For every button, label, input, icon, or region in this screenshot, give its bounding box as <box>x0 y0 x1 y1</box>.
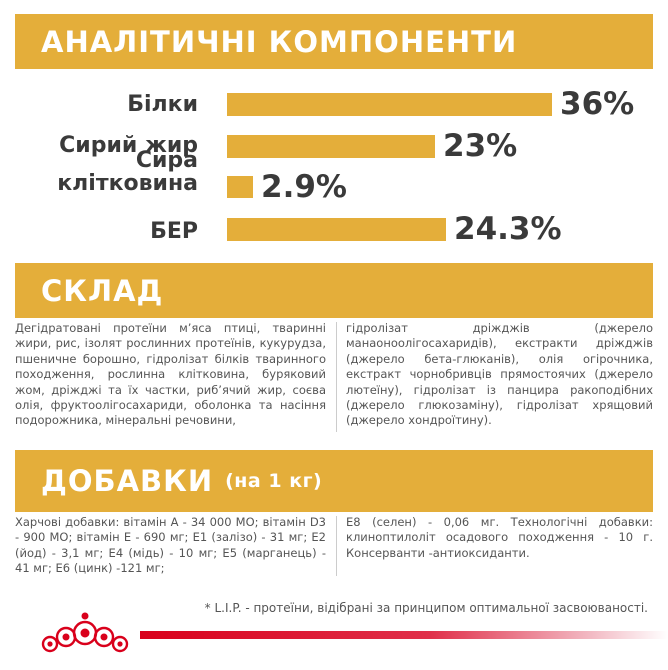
nutrient-label: Сира клітковина <box>57 149 198 195</box>
nutrient-label-line1: БЕР <box>150 219 198 244</box>
nutrient-value: 2.9% <box>261 169 347 205</box>
analytic-components-banner: АНАЛІТИЧНІ КОМПОНЕНТИ <box>15 14 653 69</box>
nutrient-label: Білки <box>127 93 198 116</box>
nutrient-bar <box>227 176 253 198</box>
nutrient-label-line1: Сирий жир <box>59 133 198 158</box>
additives-banner: ДОБАВКИ (на 1 кг) <box>15 450 653 512</box>
composition-title: СКЛАД <box>41 273 164 308</box>
nutrient-value: 36% <box>560 86 635 122</box>
composition-text-col1: Дегідратовані протеїни м’яса птиці, твар… <box>15 321 326 428</box>
nutrient-row: Сирий жир 23% <box>0 126 668 166</box>
additives-title: ДОБАВКИ <box>41 464 214 498</box>
additives-text-col1: Харчові добавки: вітамін А - 34 000 МО; … <box>15 515 326 576</box>
nutrient-label-line1: Сира <box>135 148 198 173</box>
composition-text-col2: гідролізат дріжджів (джерело манаонооліг… <box>346 321 653 428</box>
brand-stripe <box>140 631 668 639</box>
nutrient-bar <box>227 135 435 158</box>
nutrient-label: Сирий жир <box>59 134 198 157</box>
nutrient-row: Білки 36% <box>0 85 668 125</box>
nutrient-label-line2: клітковина <box>57 171 198 196</box>
crown-icon <box>41 612 129 653</box>
additives-text-col2: Е8 (селен) - 0,06 мг. Технологічні добав… <box>346 515 653 560</box>
composition-banner: СКЛАД <box>15 263 653 318</box>
royal-canin-logo <box>41 612 129 653</box>
additives-subtitle: (на 1 кг) <box>225 470 323 492</box>
nutrient-label-line1: Білки <box>127 92 198 117</box>
nutrient-bar <box>227 218 446 241</box>
nutrient-label: БЕР <box>150 220 198 243</box>
nutrient-bar <box>227 93 552 116</box>
nutrient-row: БЕР 24.3% <box>0 212 668 252</box>
additives-divider <box>336 516 337 576</box>
nutrient-value: 23% <box>443 128 518 164</box>
composition-divider <box>336 322 337 432</box>
nutrient-row: Сира клітковина 2.9% <box>0 149 668 207</box>
analytic-components-title: АНАЛІТИЧНІ КОМПОНЕНТИ <box>41 24 518 59</box>
footnote: * L.I.P. - протеїни, відібрані за принци… <box>204 601 648 615</box>
nutrient-value: 24.3% <box>454 211 562 247</box>
